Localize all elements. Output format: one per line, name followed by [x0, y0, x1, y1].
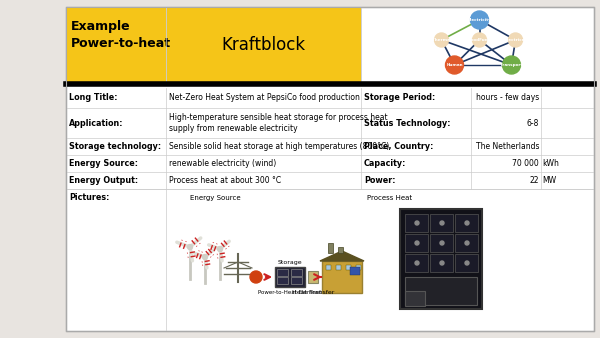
Text: Storage technology:: Storage technology: — [69, 142, 161, 151]
Circle shape — [440, 241, 444, 245]
Circle shape — [434, 33, 449, 47]
Circle shape — [465, 221, 469, 225]
Text: Example: Example — [71, 20, 131, 33]
Text: Human: Human — [446, 63, 463, 67]
Circle shape — [465, 241, 469, 245]
FancyBboxPatch shape — [405, 277, 477, 305]
FancyBboxPatch shape — [308, 271, 318, 283]
FancyBboxPatch shape — [430, 214, 453, 232]
FancyBboxPatch shape — [405, 254, 428, 272]
Text: Process Heat: Process Heat — [367, 195, 413, 201]
Text: Energy Source: Energy Source — [190, 195, 241, 201]
FancyBboxPatch shape — [350, 267, 360, 275]
Text: 70 000: 70 000 — [512, 159, 539, 168]
FancyBboxPatch shape — [356, 265, 361, 270]
Circle shape — [445, 56, 464, 74]
FancyBboxPatch shape — [455, 254, 478, 272]
Text: Power-to-Heat Element: Power-to-Heat Element — [259, 290, 322, 295]
Circle shape — [465, 261, 469, 265]
FancyBboxPatch shape — [346, 265, 351, 270]
FancyBboxPatch shape — [430, 234, 453, 252]
Text: Power:: Power: — [364, 176, 395, 185]
Circle shape — [470, 11, 488, 29]
Text: Electrical: Electrical — [505, 38, 527, 42]
Circle shape — [415, 221, 419, 225]
FancyBboxPatch shape — [326, 265, 331, 270]
Text: Electricity: Electricity — [467, 18, 491, 22]
Text: Storage: Storage — [278, 260, 302, 265]
Text: Storage Period:: Storage Period: — [364, 94, 435, 102]
Text: Pictures:: Pictures: — [69, 193, 109, 202]
Circle shape — [250, 271, 262, 283]
Text: renewable electricity (wind): renewable electricity (wind) — [169, 159, 276, 168]
Circle shape — [415, 241, 419, 245]
Text: Capacity:: Capacity: — [364, 159, 406, 168]
Text: Energy Output:: Energy Output: — [69, 176, 138, 185]
Text: Status Technology:: Status Technology: — [364, 119, 451, 127]
Circle shape — [473, 33, 487, 47]
Text: Thermal: Thermal — [432, 38, 451, 42]
Text: Sensible solid heat storage at high temperatures (800°C): Sensible solid heat storage at high temp… — [169, 142, 389, 151]
Text: The Netherlands: The Netherlands — [476, 142, 539, 151]
Text: Process heat at about 300 °C: Process heat at about 300 °C — [169, 176, 281, 185]
FancyBboxPatch shape — [405, 214, 428, 232]
FancyBboxPatch shape — [405, 234, 428, 252]
Text: Kraftblock: Kraftblock — [221, 36, 305, 54]
FancyBboxPatch shape — [405, 291, 425, 306]
Text: hours - few days: hours - few days — [476, 94, 539, 102]
Circle shape — [440, 261, 444, 265]
Text: Heat Transfer: Heat Transfer — [292, 290, 334, 295]
Text: Place, Country:: Place, Country: — [364, 142, 433, 151]
FancyBboxPatch shape — [66, 7, 594, 331]
Text: Net-Zero Heat System at PepsiCo food production: Net-Zero Heat System at PepsiCo food pro… — [169, 94, 360, 102]
Polygon shape — [320, 251, 364, 261]
FancyBboxPatch shape — [275, 267, 305, 287]
Text: Long Title:: Long Title: — [69, 94, 118, 102]
Circle shape — [218, 246, 223, 251]
Text: High-temperature sensible heat storage for process heat
supply from renewable el: High-temperature sensible heat storage f… — [169, 113, 388, 133]
FancyBboxPatch shape — [277, 277, 288, 284]
Circle shape — [203, 255, 208, 260]
FancyBboxPatch shape — [291, 277, 302, 284]
FancyBboxPatch shape — [430, 254, 453, 272]
Text: Application:: Application: — [69, 119, 124, 127]
FancyBboxPatch shape — [455, 234, 478, 252]
Text: Power-to-heat: Power-to-heat — [71, 37, 171, 50]
Text: Transport: Transport — [500, 63, 523, 67]
Circle shape — [415, 261, 419, 265]
FancyBboxPatch shape — [455, 214, 478, 232]
FancyBboxPatch shape — [328, 243, 333, 253]
Text: 6-8: 6-8 — [527, 119, 539, 127]
FancyBboxPatch shape — [66, 7, 166, 83]
Circle shape — [503, 56, 521, 74]
Circle shape — [187, 244, 193, 249]
FancyBboxPatch shape — [291, 269, 302, 276]
Text: 22: 22 — [530, 176, 539, 185]
FancyBboxPatch shape — [277, 269, 288, 276]
Text: Energy Source:: Energy Source: — [69, 159, 138, 168]
FancyBboxPatch shape — [400, 209, 482, 309]
Circle shape — [509, 33, 523, 47]
FancyBboxPatch shape — [338, 247, 343, 253]
Text: MW: MW — [542, 176, 556, 185]
FancyBboxPatch shape — [322, 261, 362, 293]
FancyBboxPatch shape — [336, 265, 341, 270]
Circle shape — [440, 221, 444, 225]
Text: kWh: kWh — [542, 159, 559, 168]
Text: FoodFuel: FoodFuel — [469, 38, 490, 42]
FancyBboxPatch shape — [166, 7, 361, 83]
